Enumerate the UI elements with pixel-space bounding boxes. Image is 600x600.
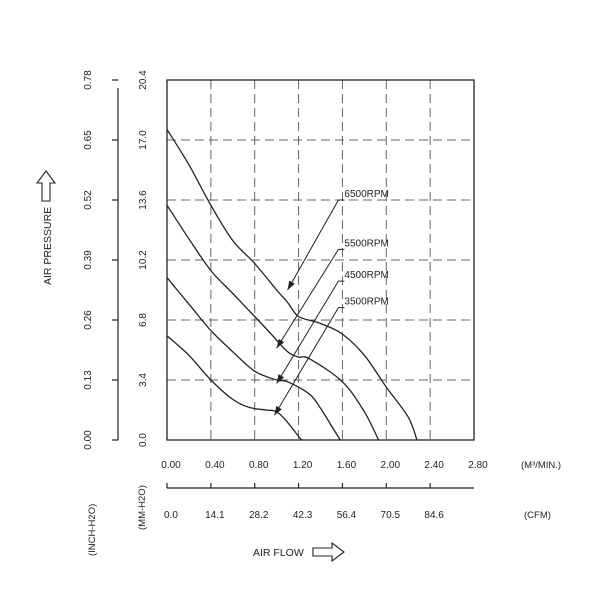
y-tick-label-inch: 0.26: [83, 310, 94, 330]
series-label: 5500RPM: [344, 238, 388, 249]
x-tick-label-m3: 1.60: [337, 460, 357, 471]
y-tick-label-inch: 0.65: [83, 130, 94, 150]
y-tick-label-inch: 0.39: [83, 250, 94, 270]
leader-line: [276, 280, 345, 384]
x-tick-labels: 0.00 0.40 0.80 1.20 1.60 2.00 2.40 2.80 0.0 14.1 2…: [161, 460, 488, 521]
curve-6500rpm: [166, 129, 418, 441]
y-tick-label-mm: 10.2: [138, 250, 149, 270]
x-tick-label-m3: 0.00: [161, 460, 181, 471]
y-tick-label-inch: 0.78: [83, 70, 94, 90]
x-tick-label-cfm: 14.1: [205, 510, 225, 521]
plot-frame: [166, 79, 475, 441]
leader-arrowhead: [274, 405, 282, 416]
x-tick-label-cfm: 70.5: [381, 510, 401, 521]
y-axis-title: AIR PRESSURE: [42, 207, 54, 285]
leader-arrowhead: [276, 338, 285, 349]
x-tick-label-cfm: 84.6: [424, 510, 444, 521]
curve-3500rpm: [166, 335, 303, 441]
y-unit-mm: (MM-H2O): [137, 485, 148, 530]
y-tick-labels: 0.0 3.4 6.8 10.2 13.6 17.0 20.4 0.00 0.13 0.26 0.3…: [83, 70, 149, 450]
y-unit-inch: (INCH-H2O): [87, 504, 98, 556]
series-label: 6500RPM: [344, 189, 388, 200]
x-tick-label-m3: 1.20: [293, 460, 313, 471]
series-label: 4500RPM: [344, 270, 388, 281]
x-unit-cfm: (CFM): [524, 510, 551, 521]
leader-arrowhead: [276, 374, 285, 384]
x-tick-label-m3: 0.40: [205, 460, 225, 471]
x-tick-label-m3: 2.40: [424, 460, 444, 471]
x-tick-label-m3: 2.80: [468, 460, 488, 471]
y-tick-label-mm: 13.6: [138, 190, 149, 210]
x-tick-label-cfm: 42.3: [293, 510, 313, 521]
y-tick-label-mm: 6.8: [138, 313, 149, 327]
y-tick-label-inch: 0.13: [83, 370, 94, 390]
right-arrow-icon: [312, 541, 345, 563]
x-unit-m3: (M³/MIN.): [521, 460, 561, 471]
series-label: 3500RPM: [344, 297, 388, 308]
curve-labels: 6500RPM 5500RPM 4500RPM 3500RPM: [274, 189, 389, 416]
x-tick-label-m3: 2.00: [381, 460, 401, 471]
leader-line: [287, 199, 345, 291]
cfm-axis-ticks: [166, 483, 431, 488]
y-tick-label-mm: 20.4: [138, 70, 149, 90]
leader-line: [274, 307, 345, 416]
x-tick-label-cfm: 28.2: [249, 510, 269, 521]
x-tick-label-m3: 0.80: [249, 460, 269, 471]
leader-arrowhead: [287, 280, 295, 290]
up-arrow-icon: [35, 170, 57, 202]
leader-line: [276, 248, 345, 349]
y-tick-label-mm: 3.4: [138, 373, 149, 387]
y-tick-label-mm: 0.0: [138, 433, 149, 447]
x-axis-title: AIR FLOW: [253, 547, 304, 559]
y-tick-label-inch: 0.52: [83, 190, 94, 210]
grid: [167, 80, 474, 440]
y-tick-label-inch: 0.00: [83, 430, 94, 450]
y-tick-label-mm: 17.0: [138, 130, 149, 150]
x-tick-label-cfm: 56.4: [337, 510, 357, 521]
x-tick-label-cfm: 0.0: [164, 510, 178, 521]
curve-4500rpm: [166, 277, 341, 441]
